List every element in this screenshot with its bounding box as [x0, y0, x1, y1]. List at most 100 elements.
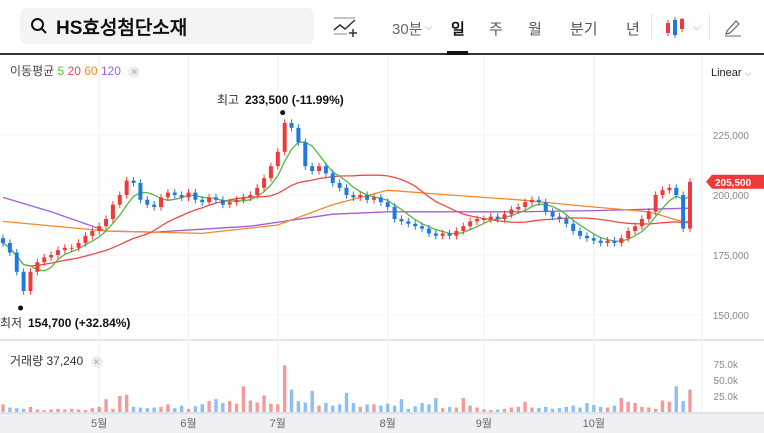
- tab-day[interactable]: 일: [451, 21, 465, 38]
- candle: [282, 123, 287, 152]
- volume-bar: [317, 405, 321, 412]
- volume-bar: [537, 408, 541, 412]
- candle: [413, 223, 418, 227]
- volume-bar: [331, 405, 335, 412]
- volume-bar: [166, 404, 170, 412]
- chevron-down-icon[interactable]: ⌵: [693, 22, 701, 33]
- candle: [667, 187, 672, 191]
- volume-bar: [633, 403, 637, 412]
- close-icon[interactable]: ✕: [90, 356, 103, 368]
- candle: [598, 240, 603, 243]
- candle: [337, 183, 342, 188]
- volume-bar: [282, 365, 287, 412]
- candle: [543, 202, 548, 212]
- volume-bar: [104, 399, 108, 412]
- candle: [633, 226, 638, 231]
- volume-bar: [138, 407, 143, 412]
- candle-type-icon[interactable]: [664, 15, 686, 39]
- candle: [550, 211, 555, 217]
- volume-bar: [296, 401, 301, 412]
- volume-bar: [427, 404, 431, 412]
- candle: [268, 166, 273, 179]
- candle: [557, 216, 562, 219]
- candle: [406, 221, 411, 224]
- search-value: HS효성첨단소재: [56, 17, 188, 39]
- volume-bar: [681, 401, 685, 412]
- candle: [385, 202, 390, 207]
- volume-bar: [358, 406, 362, 412]
- search-icon: [31, 18, 47, 34]
- add-indicator-icon[interactable]: [333, 16, 359, 38]
- volume-bar: [564, 406, 569, 412]
- high-label: 최고: [217, 93, 239, 107]
- volume-bar: [523, 401, 527, 412]
- volume-bar: [516, 406, 520, 412]
- candle: [674, 187, 679, 195]
- volume-bar: [83, 410, 88, 412]
- candle: [351, 195, 356, 198]
- candle: [488, 216, 493, 219]
- candle: [145, 199, 150, 205]
- volume-bar: [214, 399, 218, 412]
- candle: [495, 216, 500, 219]
- tab-quarter[interactable]: 분기: [570, 21, 598, 38]
- volume-bar: [49, 409, 53, 412]
- volume-bar: [145, 408, 149, 412]
- candle: [21, 271, 26, 291]
- ma5-line: [2, 141, 691, 272]
- ma60-label: 60: [84, 64, 98, 78]
- candle: [172, 192, 177, 195]
- candle: [653, 195, 658, 212]
- volume-bar: [399, 399, 404, 412]
- volume-bar: [351, 403, 356, 412]
- x-tick-label: 7월: [270, 417, 286, 430]
- pencil-icon[interactable]: [723, 17, 743, 37]
- ma120-label: 120: [100, 64, 121, 78]
- candle: [605, 240, 610, 243]
- volume-value: 37,240: [46, 354, 84, 368]
- candle: [344, 187, 349, 195]
- candle: [14, 252, 19, 272]
- low-value: 154,700 (+32.84%): [28, 316, 130, 330]
- volume-bar: [200, 404, 204, 412]
- interval-dropdown[interactable]: 30분: [392, 21, 423, 38]
- volume-bar: [344, 392, 349, 412]
- x-tick-label: 10월: [583, 417, 605, 430]
- candle: [152, 204, 157, 207]
- tab-month[interactable]: 월: [528, 21, 542, 38]
- volume-tick-label: 25.0k: [714, 392, 739, 403]
- candle: [117, 195, 122, 205]
- candle: [1, 238, 5, 243]
- chevron-down-icon[interactable]: ⌵: [425, 22, 433, 33]
- candle: [502, 214, 507, 219]
- volume-bar: [667, 401, 672, 412]
- volume-bar: [1, 404, 5, 412]
- candle: [536, 199, 541, 203]
- volume-bar: [35, 409, 40, 412]
- volume-bar: [42, 410, 46, 412]
- candle: [234, 199, 239, 203]
- tab-week[interactable]: 주: [489, 21, 503, 38]
- search-input[interactable]: HS효성첨단소재: [20, 8, 314, 44]
- volume-bar: [530, 407, 534, 412]
- candle: [639, 219, 644, 227]
- tab-year[interactable]: 년: [626, 21, 640, 38]
- scale-dropdown[interactable]: Linear ⌵: [711, 67, 751, 79]
- volume-bar: [406, 408, 411, 412]
- candle: [440, 233, 445, 236]
- candle: [475, 219, 480, 222]
- candle: [619, 238, 624, 243]
- ma120-line: [2, 196, 691, 233]
- volume-bar: [660, 400, 665, 412]
- volume-label: 거래량: [10, 354, 44, 368]
- low-marker: [18, 305, 24, 311]
- candle: [55, 250, 60, 255]
- candle: [612, 240, 617, 243]
- close-icon[interactable]: ✕: [128, 66, 141, 78]
- candle: [330, 173, 335, 183]
- chevron-down-icon: ⌵: [744, 68, 752, 78]
- candle: [399, 219, 404, 222]
- volume-bar: [495, 409, 500, 412]
- volume-bar: [262, 395, 266, 412]
